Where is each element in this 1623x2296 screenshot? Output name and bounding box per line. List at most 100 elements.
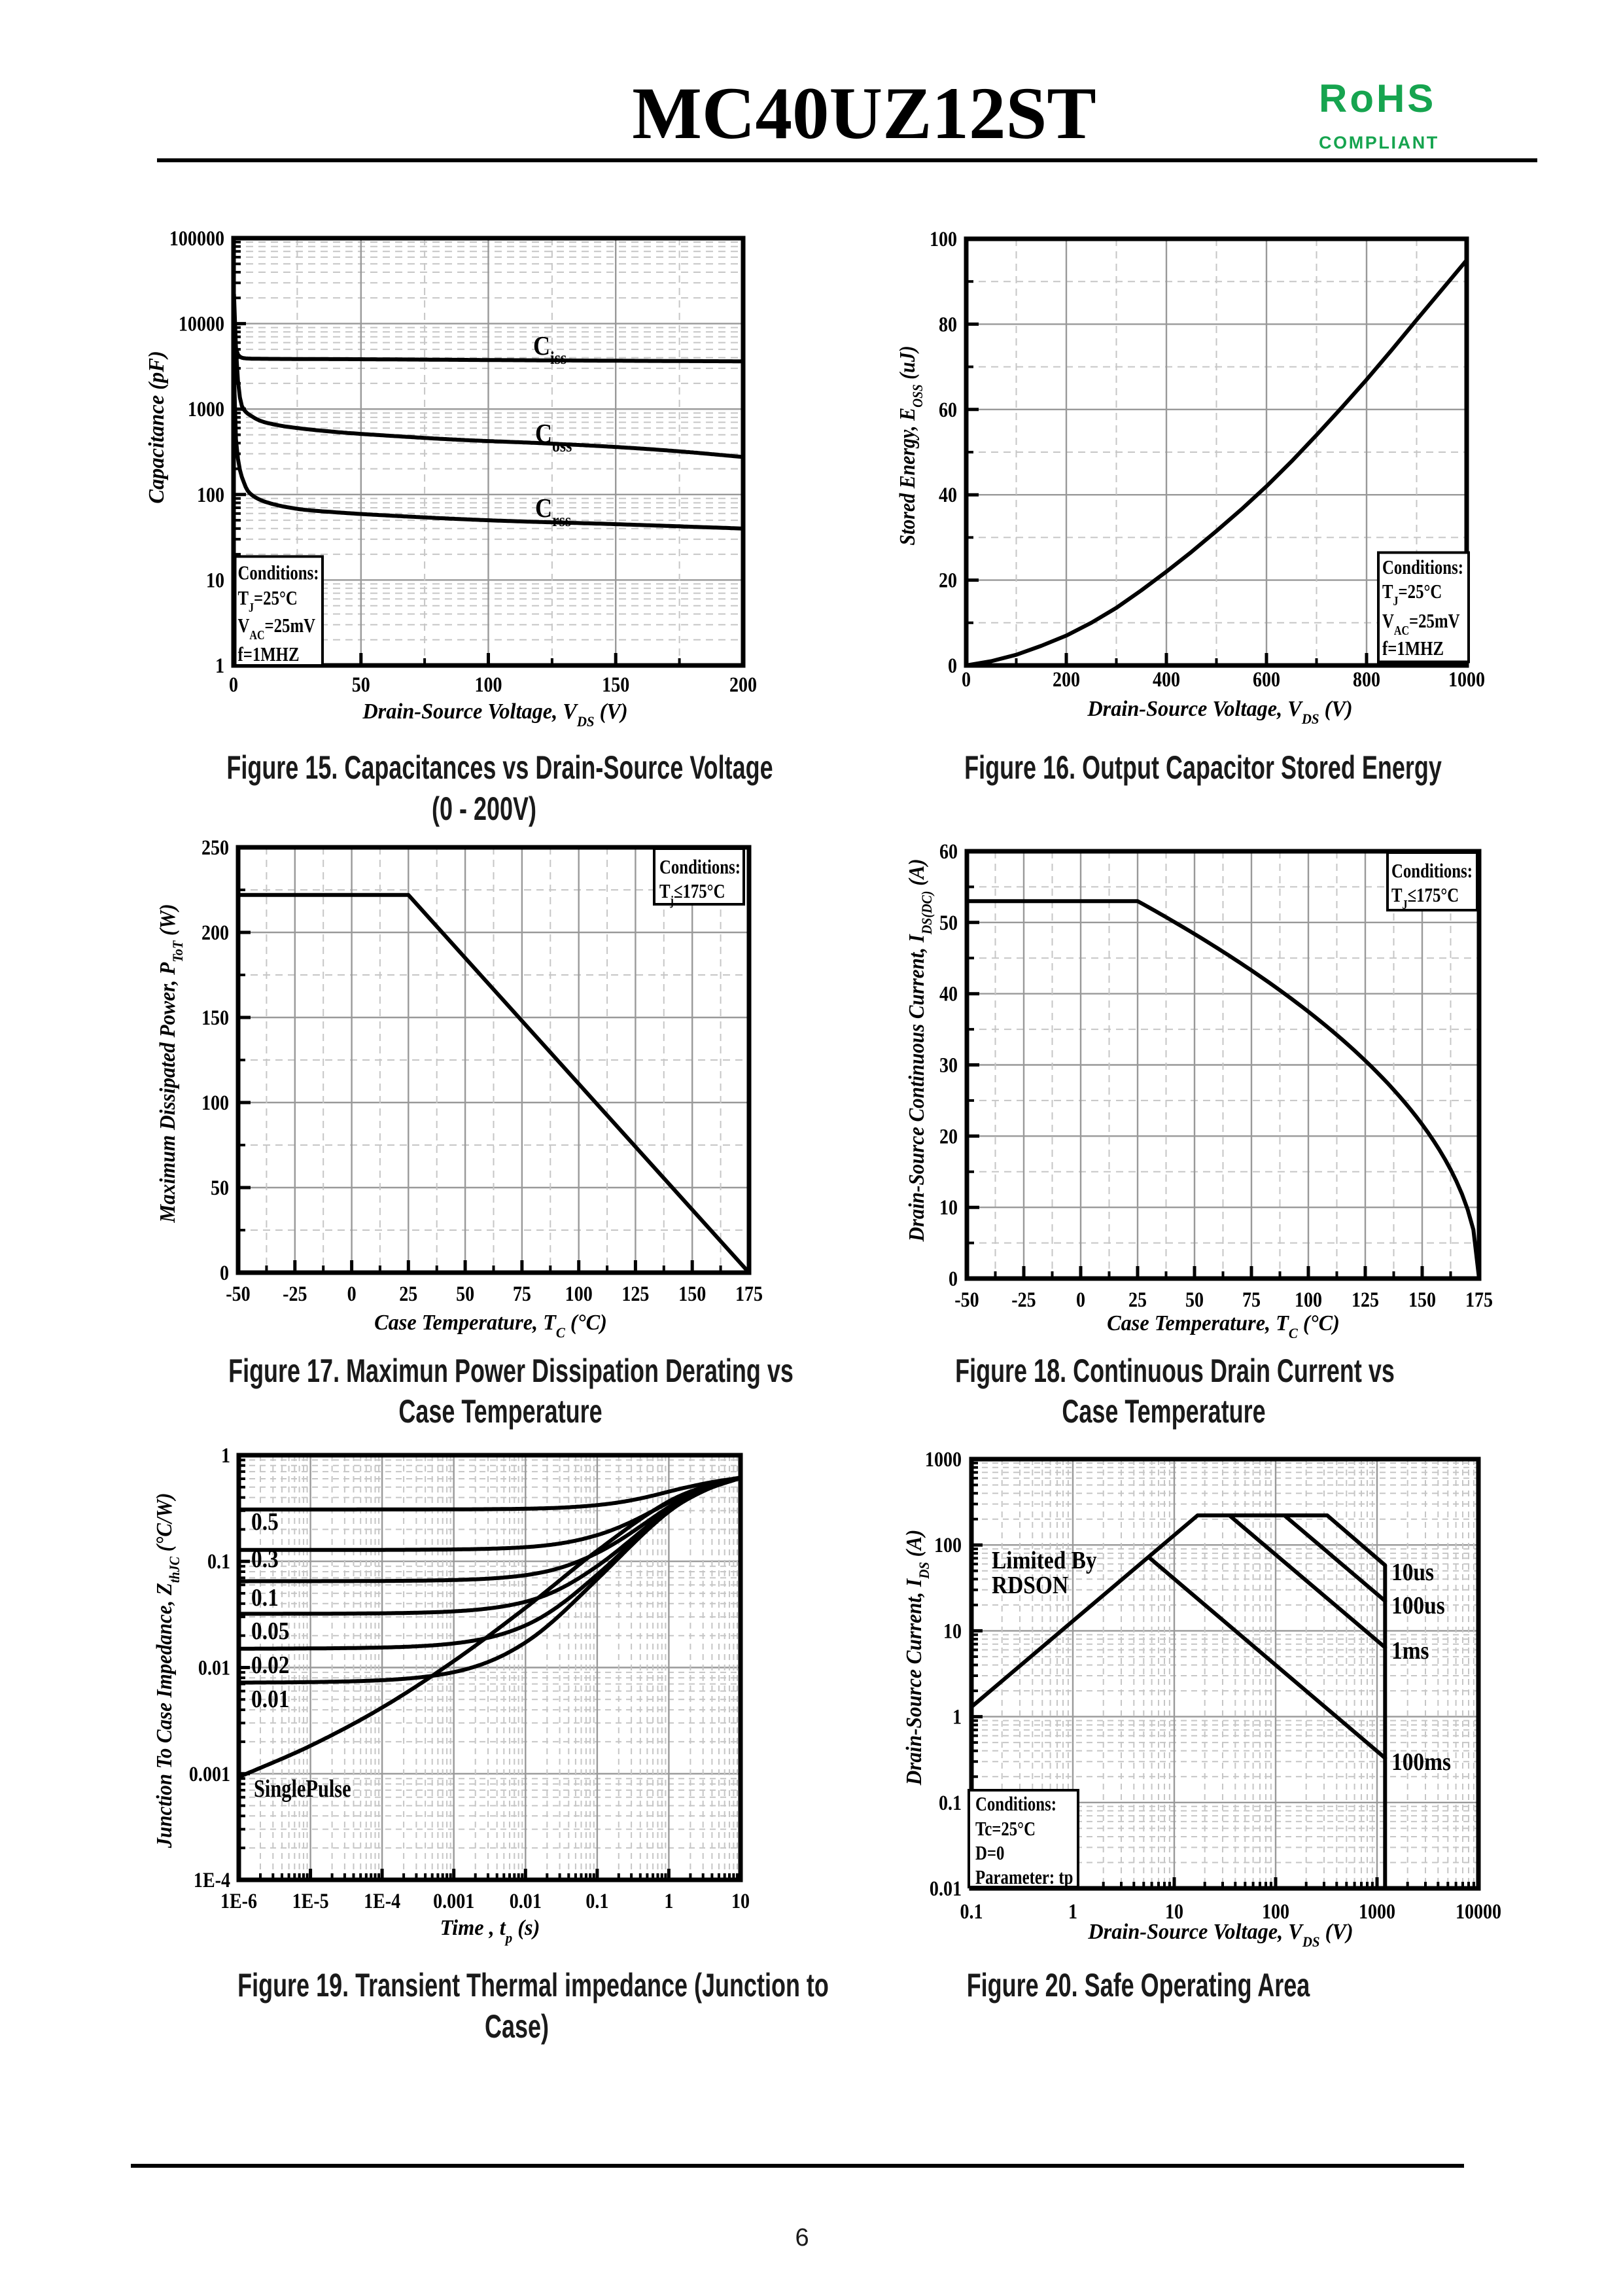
svg-text:Case Temperature, TC (°C): Case Temperature, TC (°C)	[1107, 1311, 1340, 1341]
svg-text:100us: 100us	[1391, 1591, 1445, 1619]
svg-text:200: 200	[1053, 667, 1080, 692]
svg-text:Conditions:: Conditions:	[659, 856, 741, 878]
svg-text:10: 10	[943, 1619, 962, 1643]
svg-text:Tc=25°C: Tc=25°C	[975, 1818, 1036, 1840]
svg-text:0: 0	[962, 667, 971, 692]
svg-text:Coss: Coss	[535, 419, 572, 455]
svg-text:Time , tp (s): Time , tp (s)	[440, 1915, 540, 1946]
svg-text:Case Temperature, TC (°C): Case Temperature, TC (°C)	[374, 1310, 607, 1341]
svg-text:RoHS: RoHS	[1319, 77, 1436, 120]
svg-text:(0 - 200V): (0 - 200V)	[432, 791, 536, 827]
svg-text:50: 50	[456, 1282, 474, 1306]
svg-text:0.5: 0.5	[251, 1508, 279, 1535]
svg-text:Case): Case)	[485, 2009, 549, 2045]
svg-text:600: 600	[1253, 667, 1280, 692]
svg-text:0.05: 0.05	[251, 1617, 290, 1644]
svg-text:250: 250	[201, 836, 229, 860]
svg-text:50: 50	[211, 1176, 229, 1200]
svg-text:Figure 20. Safe Operating Area: Figure 20. Safe Operating Area	[967, 1968, 1310, 2004]
svg-text:0.001: 0.001	[189, 1762, 230, 1786]
svg-text:Maximum Dissipated Power, PToT: Maximum Dissipated Power, PToT (W)	[156, 904, 186, 1223]
svg-text:100: 100	[201, 1091, 229, 1115]
svg-text:0.01: 0.01	[251, 1685, 290, 1712]
svg-text:100: 100	[1262, 1899, 1289, 1924]
svg-text:0.1: 0.1	[960, 1899, 983, 1924]
svg-text:30: 30	[939, 1053, 958, 1077]
svg-text:Figure 16. Output Capacitor St: Figure 16. Output Capacitor Stored Energ…	[964, 750, 1442, 786]
svg-text:f=1MHZ: f=1MHZ	[238, 643, 300, 665]
svg-text:Capacitance (pF): Capacitance (pF)	[144, 351, 169, 504]
svg-text:10: 10	[206, 568, 224, 592]
svg-text:50: 50	[939, 911, 958, 935]
svg-text:800: 800	[1353, 667, 1380, 692]
svg-text:20: 20	[939, 1124, 958, 1148]
svg-text:75: 75	[513, 1282, 531, 1306]
svg-text:0.1: 0.1	[251, 1583, 279, 1611]
svg-text:Drain-Source Voltage, VDS (V): Drain-Source Voltage, VDS (V)	[362, 699, 627, 730]
svg-text:Stored Energy, EOSS (uJ): Stored Energy, EOSS (uJ)	[894, 345, 926, 545]
svg-text:-50: -50	[954, 1288, 979, 1312]
svg-text:0.02: 0.02	[251, 1651, 290, 1678]
svg-text:50: 50	[352, 673, 370, 697]
svg-text:100: 100	[474, 673, 502, 697]
svg-text:1: 1	[221, 1443, 230, 1468]
svg-text:1E-4: 1E-4	[364, 1889, 400, 1913]
svg-text:40: 40	[939, 483, 957, 507]
svg-text:TJ=25°C: TJ=25°C	[238, 587, 298, 614]
svg-text:60: 60	[939, 839, 958, 864]
svg-text:VAC=25mV: VAC=25mV	[1382, 610, 1460, 637]
svg-text:20: 20	[939, 569, 957, 593]
svg-text:Case Temperature: Case Temperature	[398, 1394, 602, 1430]
svg-text:175: 175	[735, 1282, 763, 1306]
svg-text:100000: 100000	[169, 226, 224, 251]
svg-text:400: 400	[1153, 667, 1180, 692]
svg-text:Parameter: tp: Parameter: tp	[975, 1866, 1073, 1888]
svg-text:Figure 15. Capacitances vs Dra: Figure 15. Capacitances vs Drain-Source …	[226, 750, 773, 786]
svg-text:1ms: 1ms	[1391, 1636, 1429, 1664]
svg-text:0.1: 0.1	[585, 1889, 608, 1913]
svg-text:Conditions:: Conditions:	[238, 562, 319, 584]
svg-text:D=0: D=0	[975, 1842, 1004, 1864]
svg-text:TJ=25°C: TJ=25°C	[1382, 580, 1442, 608]
svg-text:Drain-Source Voltage, VDS (V): Drain-Source Voltage, VDS (V)	[1087, 696, 1352, 727]
svg-text:f=1MHZ: f=1MHZ	[1382, 637, 1444, 660]
svg-text:0.3: 0.3	[251, 1545, 279, 1572]
svg-text:100: 100	[930, 227, 957, 251]
svg-text:1000: 1000	[1359, 1899, 1395, 1924]
svg-text:Drain-Source Voltage, VDS (V): Drain-Source Voltage, VDS (V)	[1087, 1919, 1353, 1950]
svg-text:Conditions:: Conditions:	[1391, 860, 1473, 882]
svg-text:10: 10	[1165, 1899, 1183, 1924]
svg-text:-25: -25	[283, 1282, 307, 1306]
svg-text:1: 1	[952, 1705, 962, 1729]
svg-text:Figure 17. Maximun Power Dissi: Figure 17. Maximun Power Dissipation Der…	[228, 1353, 794, 1389]
svg-text:Tj≤175°C: Tj≤175°C	[659, 880, 725, 908]
svg-text:75: 75	[1242, 1288, 1261, 1312]
svg-text:0.01: 0.01	[198, 1655, 230, 1680]
svg-text:Junction To Case Impedance, Zt: Junction To Case Impedance, ZthJC (°C/W)	[152, 1493, 183, 1849]
svg-text:Limited By: Limited By	[992, 1546, 1097, 1574]
svg-text:150: 150	[602, 673, 629, 697]
svg-text:Case Temperature: Case Temperature	[1062, 1394, 1265, 1430]
svg-text:50: 50	[1185, 1288, 1204, 1312]
svg-text:80: 80	[939, 312, 957, 336]
svg-text:0.1: 0.1	[939, 1791, 962, 1815]
svg-text:150: 150	[1408, 1288, 1436, 1312]
svg-text:VAC=25mV: VAC=25mV	[238, 614, 316, 642]
svg-text:0: 0	[229, 673, 238, 697]
svg-text:0.001: 0.001	[433, 1889, 474, 1913]
svg-text:Conditions:: Conditions:	[1382, 556, 1463, 578]
svg-text:10000: 10000	[179, 312, 224, 336]
svg-text:175: 175	[1465, 1288, 1493, 1312]
svg-text:1: 1	[215, 654, 224, 678]
svg-text:10: 10	[939, 1195, 958, 1220]
svg-text:125: 125	[1352, 1288, 1379, 1312]
svg-text:0: 0	[220, 1261, 229, 1285]
svg-text:0.01: 0.01	[510, 1889, 542, 1913]
svg-text:1E-4: 1E-4	[194, 1868, 230, 1892]
svg-text:1000: 1000	[1448, 667, 1485, 692]
svg-text:RDSON: RDSON	[992, 1571, 1068, 1598]
svg-text:SinglePulse: SinglePulse	[254, 1775, 351, 1803]
svg-text:100: 100	[934, 1533, 962, 1557]
svg-text:0.1: 0.1	[207, 1549, 230, 1574]
svg-text:100: 100	[565, 1282, 593, 1306]
